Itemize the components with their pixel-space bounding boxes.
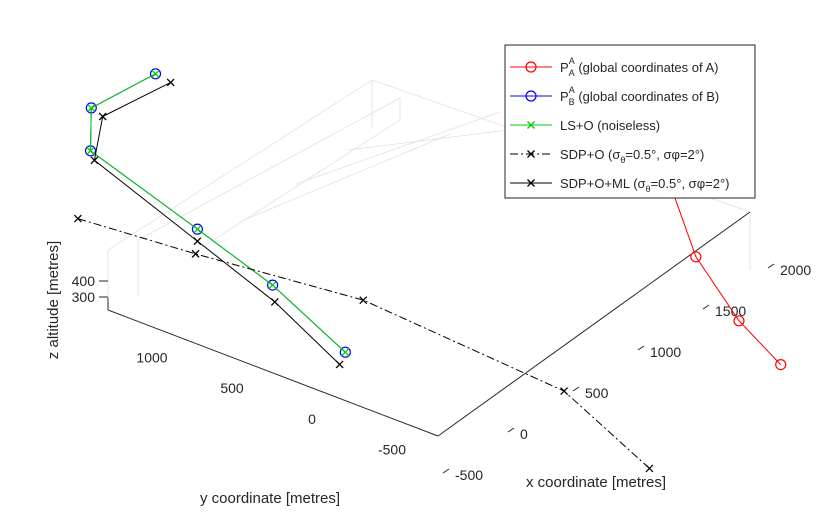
data-point (339, 346, 351, 358)
z-axis-label: z altitude [metres] (45, 241, 62, 359)
box-grid-3 (243, 133, 451, 221)
data-point (690, 251, 702, 263)
series-SDP+O (73, 214, 654, 473)
legend-item: SDP+O+ML (σθ=0.5°, σφ=2°) (510, 176, 729, 194)
data-point (73, 214, 82, 223)
legend-marker (525, 90, 537, 102)
series-LS+O (86, 69, 350, 357)
legend: PAA (global coordinates of A) PBA (global… (504, 44, 756, 199)
data-point (98, 112, 107, 121)
legend-box (504, 44, 756, 199)
series-line (77, 218, 650, 469)
box-grid-2 (189, 98, 401, 256)
x-axis-label: x coordinate [metres] (526, 474, 666, 491)
box-grid-4 (295, 111, 501, 185)
data-point (359, 296, 368, 305)
legend-label: SDP+O (σθ=0.5°, σφ=2°) (560, 147, 704, 165)
data-point (87, 103, 96, 112)
data-point (267, 279, 279, 291)
legend-items: PAA (global coordinates of A) PBA (global… (510, 56, 729, 194)
x-axis-line (437, 211, 751, 437)
legend-marker (527, 179, 535, 187)
x-tick-mark (767, 263, 775, 269)
legend-label: PBA (global coordinates of B) (560, 85, 719, 107)
data-point (335, 360, 344, 369)
x-tick-label: 0 (520, 426, 528, 442)
x-tick-label: 1000 (650, 344, 681, 360)
legend-label: LS+O (noiseless) (560, 118, 660, 133)
y-tick-label: -500 (378, 442, 406, 458)
data-point (191, 223, 203, 235)
series-line (89, 73, 346, 353)
data-point (270, 297, 279, 306)
legend-item: LS+O (noiseless) (510, 118, 660, 133)
legend-label: PAA (global coordinates of A) (560, 56, 719, 78)
box-grid-1 (137, 97, 401, 296)
y-tick-label: 1000 (136, 349, 167, 365)
axes-lines (107, 211, 751, 437)
data-point (166, 78, 175, 87)
series-layer (73, 68, 787, 473)
data-point (645, 464, 654, 473)
z-tick-label: 400 (72, 273, 96, 289)
x-tick-mark (507, 427, 515, 433)
data-point (733, 315, 745, 327)
legend-marker (527, 121, 535, 129)
data-point (149, 68, 162, 80)
series-SDP+O+ML (90, 78, 344, 369)
y-axis-line (107, 309, 439, 437)
x-tick-mark (442, 468, 450, 474)
x-tick-mark (572, 386, 580, 392)
y-tick-label: 500 (220, 380, 244, 396)
legend-item: PBA (global coordinates of B) (510, 85, 719, 107)
y-tick-label: 0 (308, 411, 316, 427)
axes-box (107, 79, 751, 298)
data-point (560, 387, 569, 396)
x-tick-mark (637, 345, 645, 351)
data-point (341, 348, 350, 357)
data-point (193, 237, 202, 246)
data-point (191, 249, 200, 258)
legend-item: SDP+O (σθ=0.5°, σφ=2°) (510, 147, 704, 165)
data-point (775, 359, 787, 371)
data-point (268, 281, 277, 290)
x-tick-label: 1500 (715, 303, 746, 319)
legend-label: SDP+O+ML (σθ=0.5°, σφ=2°) (560, 176, 729, 194)
x-tick-label: 2000 (780, 262, 811, 278)
data-point (151, 69, 160, 78)
y-axis-label: y coordinate [metres] (200, 490, 340, 507)
x-tick-label: 500 (585, 385, 609, 401)
series-line (89, 73, 346, 353)
series-line (93, 81, 340, 365)
data-point (86, 146, 95, 155)
data-point (193, 225, 202, 234)
data-point (90, 156, 99, 165)
series-PB_A (84, 68, 351, 358)
z-tick-label: 300 (72, 289, 96, 305)
legend-item: PAA (global coordinates of A) (510, 56, 719, 78)
x-tick-mark (702, 304, 710, 310)
legend-marker (527, 150, 535, 158)
x-tick-label: -500 (455, 467, 483, 483)
legend-marker (525, 61, 537, 73)
